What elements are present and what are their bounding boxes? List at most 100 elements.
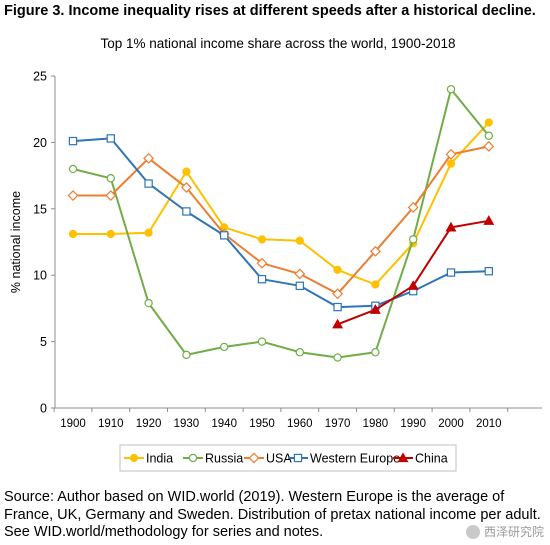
watermark: 西泽研究院 — [465, 523, 544, 540]
data-point-china — [407, 280, 419, 290]
data-point-usa — [369, 245, 381, 257]
y-tick-label: 15 — [33, 202, 47, 216]
data-point-india — [446, 159, 456, 168]
data-point-western-europe — [68, 136, 78, 146]
data-point-russia — [333, 353, 342, 362]
source-note: Source: Author based on WID.world (2019)… — [4, 489, 541, 540]
data-point-usa — [67, 190, 79, 201]
legend-item-india: India — [124, 452, 173, 466]
chart-title: Top 1% national income share across the … — [101, 36, 456, 51]
data-point-usa — [180, 182, 192, 194]
data-point-western-europe — [333, 302, 342, 312]
x-tick-label: 2000 — [438, 418, 464, 430]
data-point-usa — [407, 202, 419, 213]
data-point-india — [68, 229, 78, 239]
legend-marker — [293, 453, 303, 463]
data-point-china — [332, 318, 344, 329]
y-tick-label: 5 — [40, 335, 47, 349]
data-point-india — [333, 265, 342, 274]
data-point-russia — [68, 164, 78, 174]
legend-label: Russia — [205, 452, 243, 466]
series-russia — [68, 85, 493, 362]
legend: India Russia USA Western Europe China — [119, 444, 457, 472]
legend-marker — [129, 453, 139, 463]
data-point-usa — [445, 148, 457, 160]
data-point-india — [106, 229, 115, 239]
legend-marker — [397, 452, 409, 463]
data-point-china — [369, 304, 381, 314]
data-point-russia — [144, 298, 153, 308]
data-point-russia — [409, 235, 418, 244]
y-tick-label: 20 — [33, 136, 47, 150]
x-tick-label: 1940 — [211, 418, 237, 430]
data-point-russia — [182, 350, 191, 360]
x-tick-label: 1910 — [98, 418, 124, 430]
data-point-india — [144, 228, 153, 237]
legend-item-western-europe: Western Europe — [288, 452, 400, 466]
data-point-india — [484, 118, 493, 127]
watermark-logo-icon — [465, 524, 480, 539]
x-tick-label: 1990 — [400, 418, 426, 430]
line-chart: Top 1% national income share across the … — [9, 36, 542, 472]
series-western-europe — [68, 134, 494, 312]
legend-label: India — [146, 452, 173, 466]
legend-label: China — [415, 452, 448, 466]
data-point-india — [371, 280, 380, 289]
x-tick-label: 1960 — [287, 418, 313, 430]
data-point-china — [445, 221, 457, 232]
data-point-western-europe — [182, 207, 191, 216]
x-tick-label: 1970 — [325, 418, 351, 430]
legend-item-russia: Russia — [183, 452, 243, 466]
data-point-russia — [446, 85, 456, 94]
legend-marker — [248, 452, 260, 464]
series-line-russia — [72, 88, 490, 359]
y-axis-label: % national income — [9, 191, 23, 293]
data-point-usa — [483, 140, 495, 152]
data-point-western-europe — [257, 274, 267, 284]
series-china — [332, 215, 495, 329]
series-line-india — [73, 121, 490, 286]
data-point-china — [483, 215, 495, 225]
series-line-western-europe — [72, 137, 489, 309]
data-point-india — [295, 236, 304, 245]
data-point-russia — [257, 337, 267, 346]
data-point-usa — [294, 268, 306, 280]
data-point-western-europe — [295, 281, 305, 291]
data-point-russia — [295, 348, 304, 357]
data-point-western-europe — [446, 268, 456, 277]
x-tick-label: 1980 — [363, 418, 389, 430]
series-layer — [67, 85, 495, 362]
x-tick-label: 2010 — [476, 418, 502, 430]
x-tick-label: 1920 — [136, 418, 162, 430]
y-tick-label: 0 — [40, 402, 47, 416]
data-point-russia — [371, 348, 380, 357]
y-tick-label: 25 — [33, 70, 47, 84]
figure-title: Figure 3. Income inequality rises at dif… — [4, 3, 536, 19]
data-point-western-europe — [484, 267, 494, 276]
series-india — [68, 118, 493, 289]
data-point-usa — [332, 288, 344, 300]
data-point-western-europe — [106, 134, 115, 143]
data-point-usa — [105, 190, 117, 201]
data-point-russia — [219, 342, 229, 352]
x-tick-label: 1900 — [60, 418, 86, 430]
data-point-russia — [484, 131, 493, 140]
watermark-text: 西泽研究院 — [483, 525, 544, 539]
x-tick-label: 1950 — [249, 418, 275, 430]
data-point-western-europe — [144, 179, 153, 188]
series-line-usa — [73, 145, 490, 295]
legend-label: USA — [266, 452, 292, 466]
x-tick-label: 1930 — [174, 418, 200, 430]
data-point-india — [257, 235, 267, 244]
legend-label: Western Europe — [310, 452, 400, 466]
y-tick-label: 10 — [33, 269, 47, 283]
legend-item-usa: USA — [244, 452, 292, 466]
data-point-western-europe — [220, 231, 229, 240]
data-point-usa — [256, 257, 268, 269]
legend-marker — [188, 453, 198, 463]
data-point-usa — [143, 152, 155, 164]
data-point-russia — [106, 174, 116, 183]
axes: 0 5 10 15 20 25 1900 1910 1920 1930 1940 1950 1960 19… — [33, 70, 542, 430]
data-point-india — [182, 167, 191, 176]
legend-item-china: China — [393, 452, 448, 466]
